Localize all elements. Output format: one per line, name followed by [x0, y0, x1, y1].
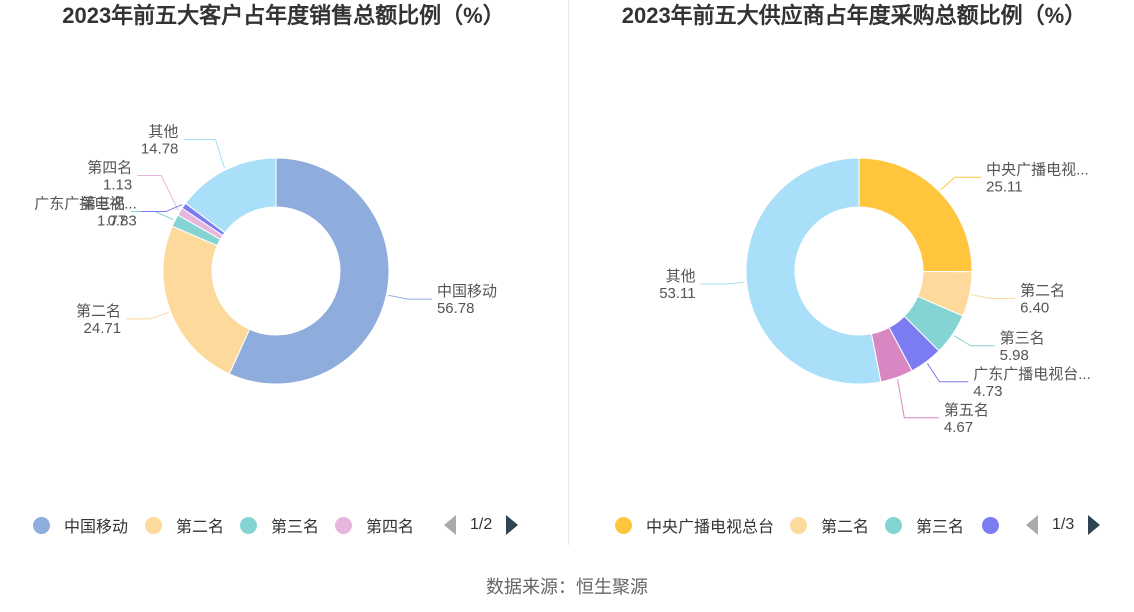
legend-item[interactable]: 第三名 — [240, 512, 319, 538]
slice-value-label: 1.13 — [103, 177, 132, 194]
legend-item[interactable]: 第二名 — [145, 512, 224, 538]
label-leader-line — [701, 282, 745, 284]
label-leader-line — [927, 363, 968, 381]
label-leader-line — [131, 212, 173, 220]
legend-page-number: 1/3 — [1052, 516, 1074, 534]
supplier-donut-chart: 中央广播电视...25.11第二名6.40第三名5.98广东广播电视台...4.… — [570, 0, 1134, 545]
legend-item[interactable]: 中国移动 — [33, 512, 128, 538]
legend-next-icon[interactable] — [506, 515, 518, 535]
legend-label: 第二名 — [821, 513, 869, 537]
label-leader-line — [941, 177, 982, 190]
label-leader-line — [137, 176, 178, 211]
donut-slice[interactable] — [859, 158, 972, 272]
supplier-chart-panel: 2023年前五大供应商占年度采购总额比例（%） 中央广播电视... 25.11 第二… — [570, 0, 1134, 545]
slice-value-label: 53.11 — [659, 285, 695, 302]
legend-label: 第三名 — [916, 513, 964, 537]
slice-value-label: 4.73 — [973, 383, 1002, 400]
legend-label: 中国移动 — [64, 513, 128, 537]
legend-page-number: 1/2 — [470, 516, 492, 534]
slice-label: 第二名 — [1020, 281, 1065, 299]
legend-marker — [240, 517, 257, 534]
slice-value-label: 0.83 — [108, 213, 137, 230]
data-source-note: 数据来源：恒生聚源 — [0, 573, 1134, 599]
legend-label: 第三名 — [271, 513, 319, 537]
legend-item[interactable]: 第二名 — [790, 512, 869, 538]
legend-marker — [145, 517, 162, 534]
slice-label: 广东广播电视台... — [973, 366, 1091, 383]
legend-item[interactable]: 第三名 — [885, 512, 964, 538]
legend-label: 第四名 — [366, 513, 414, 537]
slice-value-label: 25.11 — [986, 178, 1022, 195]
legend-marker — [885, 517, 902, 534]
slice-label: 中国移动 — [437, 283, 497, 300]
legend-marker — [790, 517, 807, 534]
legend-marker — [982, 517, 999, 534]
slice-label: 广东广播电视... — [34, 196, 137, 213]
legend-next-icon[interactable] — [1088, 515, 1100, 535]
slice-label: 第二名 — [76, 302, 121, 320]
customer-chart-panel: 2023年前五大客户占年度销售总额比例（%） 中国移动 56.78 第二名 24.71… — [0, 0, 567, 545]
legend-item[interactable]: 中央广播电视总台 — [615, 512, 774, 538]
legend-marker — [335, 517, 352, 534]
customer-donut-chart: 中国移动56.78第二名24.71第三名1.77第四名1.13广东广播电视...… — [0, 0, 567, 545]
label-leader-line — [954, 336, 995, 346]
legend-marker — [33, 517, 50, 534]
label-leader-line — [126, 312, 169, 318]
legend-item[interactable] — [982, 512, 1013, 538]
legend-label: 第二名 — [176, 513, 224, 537]
slice-value-label: 56.78 — [437, 300, 475, 317]
slice-label: 中央广播电视... — [986, 161, 1089, 178]
slice-label: 第四名 — [87, 159, 132, 177]
slice-label: 第五名 — [944, 401, 989, 419]
slice-label: 其他 — [148, 124, 178, 141]
slice-value-label: 6.40 — [1020, 299, 1049, 316]
label-leader-line — [972, 295, 1016, 299]
donut-slice[interactable] — [163, 226, 250, 374]
label-leader-line — [898, 379, 939, 417]
legend-label: 中央广播电视总台 — [646, 513, 774, 537]
legend-pager: 1/3 — [1026, 512, 1100, 538]
label-leader-line — [388, 295, 432, 299]
legend-item[interactable]: 第四名 — [335, 512, 414, 538]
slice-value-label: 5.98 — [1000, 347, 1029, 364]
slice-value-label: 24.71 — [84, 320, 122, 337]
label-leader-line — [183, 140, 224, 169]
legend-pager: 1/2 — [444, 512, 518, 538]
legend-marker — [615, 517, 632, 534]
slice-label: 其他 — [666, 268, 696, 285]
panel-divider — [568, 0, 569, 545]
legend-prev-icon[interactable] — [444, 515, 456, 535]
slice-value-label: 14.78 — [141, 141, 179, 158]
slice-label: 第三名 — [1000, 329, 1045, 347]
legend-prev-icon[interactable] — [1026, 515, 1038, 535]
slice-value-label: 4.67 — [944, 419, 973, 436]
